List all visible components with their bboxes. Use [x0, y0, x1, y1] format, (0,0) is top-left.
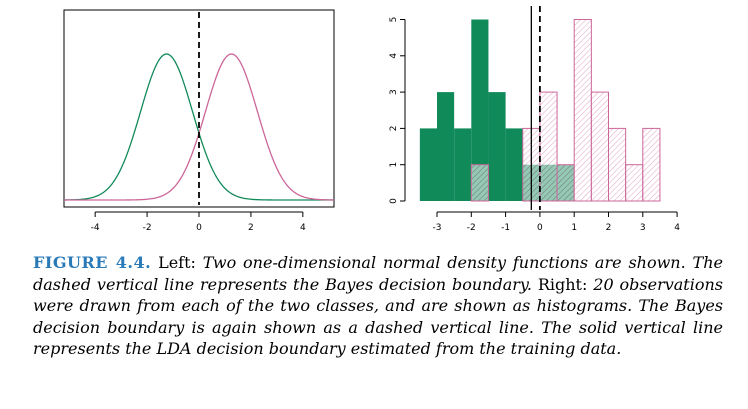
caption-left-word: Left: [158, 253, 196, 272]
right-x-tick-label: 3 [640, 223, 646, 233]
left-density-panel: -4 -2 0 2 4 [63, 9, 335, 233]
caption-label: FIGURE 4.4. [33, 253, 152, 272]
right-y-tick-label: 1 [389, 162, 399, 168]
right-x-tick-label: 4 [674, 223, 680, 233]
caption-left-text: Two one-dimensional normal density funct… [33, 253, 723, 294]
class2-histogram-bar [470, 164, 489, 202]
class1-histogram-bar [419, 128, 437, 201]
class1-histogram-bar [437, 92, 455, 201]
class1-histogram-bar [454, 128, 472, 201]
caption-right-word: Right: [537, 274, 588, 294]
class2-histogram-bar [573, 19, 592, 202]
left-x-tick-label: 0 [196, 223, 202, 233]
right-histogram-panel: -3 -2 -1 0 1 2 3 4 0 1 2 3 4 5 [389, 6, 680, 233]
right-x-tick-label: -1 [501, 223, 510, 233]
right-x-tick-label: 1 [571, 223, 577, 233]
right-x-tick-label: 2 [606, 223, 612, 233]
right-y-tick-label: 3 [389, 89, 399, 95]
figure-caption: FIGURE 4.4. Left: Two one-dimensional no… [33, 252, 723, 360]
left-x-tick-label: -2 [143, 223, 152, 233]
right-x-tick-label: 0 [537, 223, 543, 233]
right-y-tick-label: 2 [389, 126, 399, 132]
right-y-tick-label: 4 [389, 53, 399, 59]
class2-histogram-bar [590, 91, 609, 202]
left-x-tick-label: -4 [91, 223, 100, 233]
left-plot-frame [63, 9, 335, 208]
class1-histogram-bar [488, 92, 506, 201]
right-x-tick-label: -3 [433, 223, 442, 233]
class2-histogram-bar [556, 164, 575, 202]
right-x-tick-label: -2 [467, 223, 476, 233]
caption-right-text: 20 observations were drawn from each of … [33, 274, 723, 359]
right-y-tick-label: 0 [389, 198, 399, 204]
class1-histogram-bar [471, 19, 489, 201]
figure-panels: -4 -2 0 2 4 -3 -2 -1 0 1 2 3 4 0 1 2 3 4 5 [63, 6, 680, 233]
class2-histogram-bar [642, 127, 661, 202]
class2-histogram-bar [539, 91, 558, 202]
left-x-tick-label: 4 [300, 223, 306, 233]
class2-histogram-bar [608, 127, 627, 202]
left-x-tick-label: 2 [248, 223, 254, 233]
class1-histogram-bar [505, 128, 523, 201]
right-y-tick-label: 5 [389, 17, 399, 23]
class2-histogram-bar [625, 164, 644, 202]
